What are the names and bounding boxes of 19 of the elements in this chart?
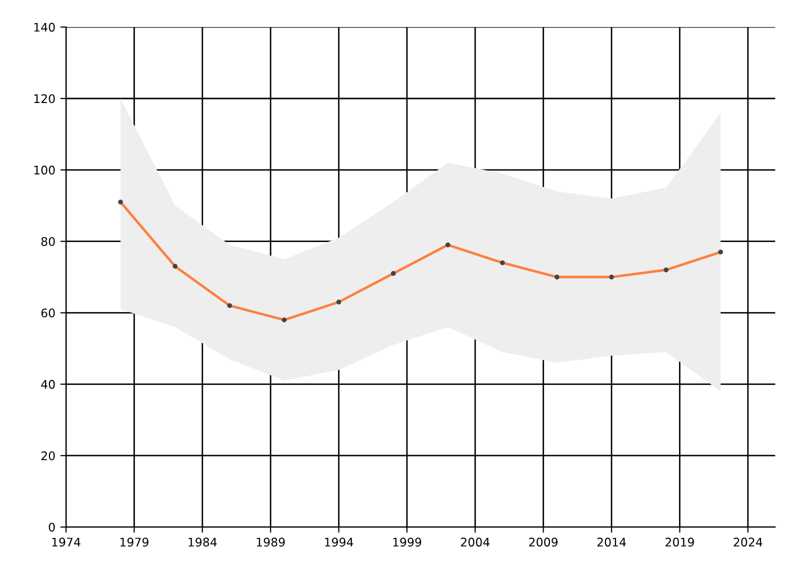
x-tick-label: 2009 xyxy=(529,538,558,547)
x-tick-label: 2004 xyxy=(460,538,490,547)
x-tick-label: 1989 xyxy=(256,538,285,547)
y-tick-label: 20 xyxy=(41,451,55,460)
y-tick-label: 120 xyxy=(34,94,55,104)
x-tick-label: 1984 xyxy=(188,538,217,547)
y-tick-label: 40 xyxy=(41,380,55,389)
x-tick-label: 2024 xyxy=(734,538,762,547)
y-tick-label: 0 xyxy=(48,522,55,532)
x-tick-label: 2019 xyxy=(666,538,694,547)
x-tick-label: 1979 xyxy=(120,538,148,547)
y-tick-label: 80 xyxy=(41,237,55,246)
y-tick-label: 100 xyxy=(34,166,55,175)
y-tick-label: 140 xyxy=(34,22,55,32)
x-tick-label: 1974 xyxy=(52,538,80,547)
x-tick-label: 2014 xyxy=(597,538,626,547)
x-tick-label: 1994 xyxy=(325,538,354,547)
y-tick-label: 60 xyxy=(41,308,55,318)
x-tick-label: 1999 xyxy=(393,538,422,547)
